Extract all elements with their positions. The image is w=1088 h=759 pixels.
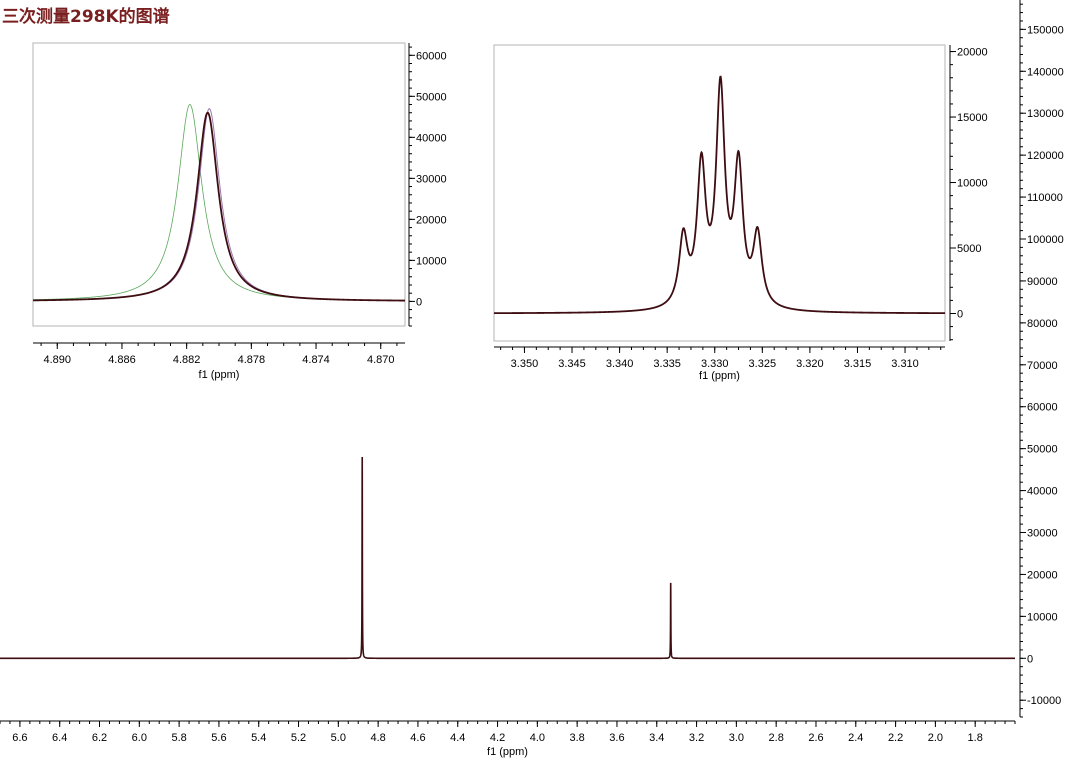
y-tick-label: -10000 [1027,695,1061,707]
y-tick-label: 0 [416,296,422,308]
x-tick-label: 3.6 [609,732,624,744]
x-tick-label: 6.6 [12,732,27,744]
x-tick-label: 3.310 [891,358,919,370]
x-tick-label: 2.8 [769,732,784,744]
x-tick-label: 4.2 [490,732,505,744]
y-tick-label: 20000 [416,214,447,226]
x-tick-label: 4.890 [43,354,71,366]
y-tick-label: 140000 [1027,66,1064,78]
x-tick-label: 2.2 [888,732,903,744]
plot-frame [493,44,946,342]
y-tick-label: 120000 [1027,150,1064,162]
x-tick-label: 6.2 [92,732,107,744]
y-tick-label: 80000 [1027,318,1058,330]
y-tick-label: 60000 [416,50,447,62]
x-tick-label: 2.0 [928,732,943,744]
spectrum-line [494,75,945,315]
x-tick-label: 3.345 [558,358,586,370]
y-tick-label: 10000 [416,255,447,267]
x-tick-label: 3.0 [729,732,744,744]
y-tick-label: 100000 [1027,234,1064,246]
y-tick-label: 90000 [1027,276,1058,288]
x-tick-label: 3.8 [570,732,585,744]
x-tick-label: 3.330 [701,358,729,370]
x-tick-label: 3.350 [511,358,539,370]
x-tick-label: 4.4 [450,732,465,744]
x-tick-label: 4.8 [370,732,385,744]
x-tick-label: 4.886 [108,354,136,366]
x-tick-label: 4.878 [238,354,266,366]
x-tick-label: 4.874 [302,354,330,366]
x-tick-label: 4.6 [410,732,425,744]
x-tick-label: 6.4 [52,732,67,744]
x-tick-label: 4.870 [367,354,395,366]
y-tick-label: 30000 [1027,528,1058,540]
x-tick-label: 3.4 [649,732,664,744]
x-tick-label: 3.335 [653,358,681,370]
y-tick-label: 70000 [1027,360,1058,372]
series-line-dark [33,111,405,302]
x-tick-label: 1.8 [968,732,983,744]
x-tick-label: 5.2 [291,732,306,744]
main-spectrum-chart: -100000100002000030000400005000060000700… [0,0,1064,758]
x-tick-label: 5.4 [251,732,266,744]
x-tick-label: 5.8 [171,732,186,744]
x-tick-label: 4.882 [173,354,201,366]
y-tick-label: 10000 [1027,611,1058,623]
series-line-purple [33,108,405,302]
inset-left-chart: 0 10000 20000 30000 40000 50000 60000 4.890 4.88… [32,42,447,381]
chart-title: 三次测量298K的图谱 [2,7,170,27]
y-tick-label: 30000 [416,173,447,185]
x-tick-label: 3.315 [844,358,872,370]
y-tick-label: 0 [1027,653,1033,665]
y-tick-label: 20000 [957,47,988,59]
x-tick-label: 6.0 [132,732,147,744]
x-tick-label: 5.0 [331,732,346,744]
x-tick-label: 3.2 [689,732,704,744]
y-tick-label: 50000 [1027,444,1058,456]
x-axis-label: f1 (ppm) [487,746,528,758]
y-tick-label: 5000 [957,243,981,255]
x-tick-label: 2.6 [808,732,823,744]
inset-right-chart: 0 5000 10000 15000 20000 3.350 3.345 3.340 3.335… [493,44,988,382]
y-tick-label: 10000 [957,178,988,190]
y-tick-label: 60000 [1027,402,1058,414]
y-tick-label: 20000 [1027,569,1058,581]
x-axis-label: f1 (ppm) [199,369,240,381]
y-tick-label: 150000 [1027,24,1064,36]
y-tick-label: 15000 [957,112,988,124]
x-tick-label: 4.0 [530,732,545,744]
series-line-green [33,104,405,301]
y-tick-label: 110000 [1027,192,1063,204]
plot-frame [32,42,406,327]
y-tick-label: 130000 [1027,108,1064,120]
spectrum-line [0,457,1015,660]
x-tick-label: 2.4 [848,732,863,744]
x-tick-label: 3.325 [749,358,777,370]
y-tick-label: 50000 [416,91,447,103]
y-tick-label: 40000 [416,132,447,144]
x-axis-label: f1 (ppm) [699,370,740,382]
x-tick-label: 3.320 [796,358,824,370]
y-tick-label: 0 [957,308,963,320]
x-tick-label: 3.340 [606,358,634,370]
y-tick-label: 40000 [1027,486,1058,498]
x-tick-label: 5.6 [211,732,226,744]
